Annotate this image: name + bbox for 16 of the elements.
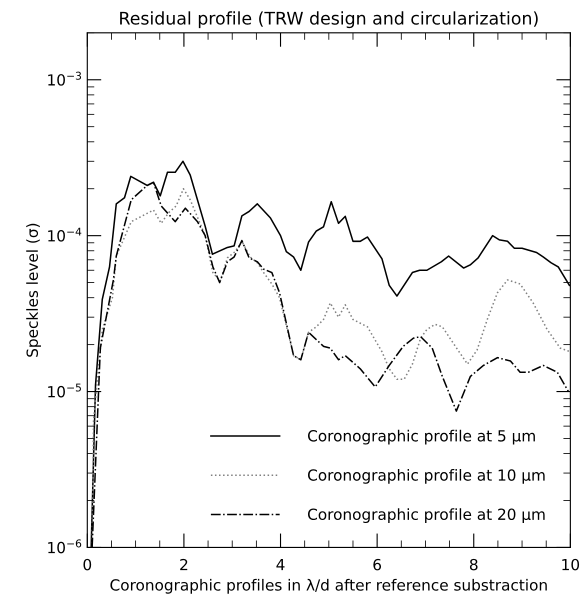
x-axis-title: Coronographic profiles in λ/d after reference substraction	[110, 578, 547, 594]
x-tick-label: 2	[180, 558, 188, 570]
y-tick-label: 10$^{−5}$	[48, 384, 81, 398]
x-tick-label: 4	[276, 559, 285, 570]
y-tick-label: 10$^{−3}$	[48, 72, 82, 86]
x-tick-label: 8	[470, 558, 478, 570]
y-tick-label: 10$^{−6}$	[48, 539, 82, 554]
x-tick-label: 10	[562, 558, 580, 570]
legend-label: Coronographic profile at 5 μm	[308, 430, 535, 445]
legend-label: Coronographic profile at 20 μm	[308, 508, 545, 524]
y-tick-label: 10$^{−4}$	[48, 228, 82, 242]
x-tick-label: 0	[83, 558, 92, 570]
chart-title: Residual profile (TRW design and circularization)	[120, 11, 538, 28]
legend-label: Coronographic profile at 10 μm	[308, 468, 545, 484]
y-axis-title: Speckles level (σ)	[26, 224, 41, 357]
x-tick-label: 6	[373, 558, 382, 570]
